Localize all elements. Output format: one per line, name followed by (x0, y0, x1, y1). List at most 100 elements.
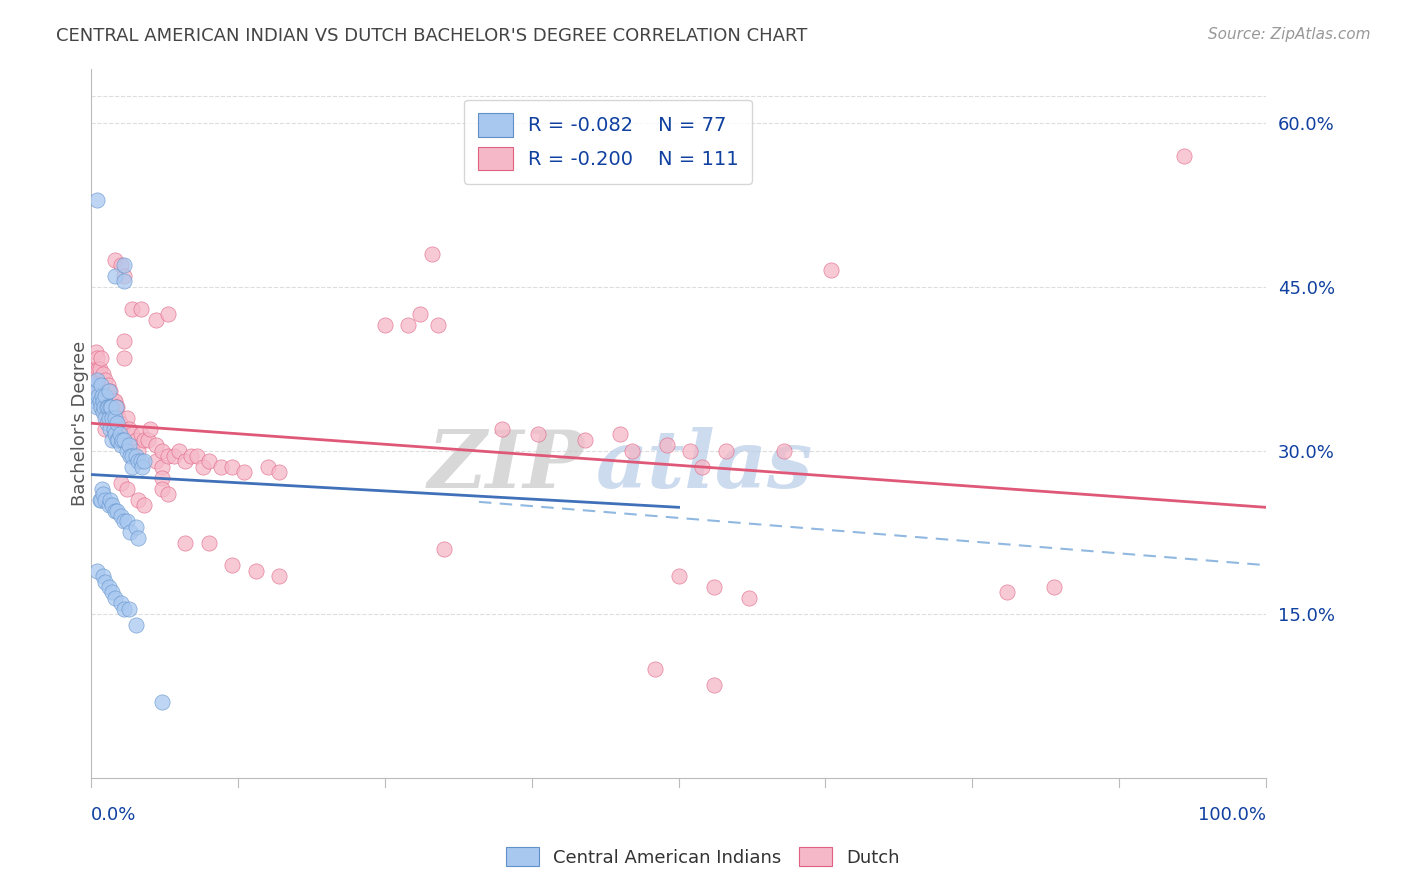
Point (107, 433, 129, 447)
Point (112, 351, 135, 365)
Legend: Central American Indians, Dutch: Central American Indians, Dutch (499, 840, 907, 874)
Point (96, 384, 118, 398)
Point (94, 389, 117, 403)
Point (574, 433, 596, 447)
Point (738, 591, 761, 605)
Point (433, 541, 456, 556)
Point (120, 449, 142, 463)
Point (98, 384, 121, 398)
Point (125, 520, 148, 534)
Point (125, 618, 148, 632)
Point (86, 400, 108, 414)
Point (93, 400, 115, 414)
Point (118, 422, 141, 436)
Legend: R = -0.082    N = 77, R = -0.200    N = 111: R = -0.082 N = 77, R = -0.200 N = 111 (464, 100, 752, 184)
Point (90, 492, 112, 507)
Point (156, 307, 179, 321)
Point (162, 449, 184, 463)
Point (105, 400, 128, 414)
Point (121, 301, 143, 316)
Point (110, 509, 132, 524)
Point (105, 433, 128, 447)
Point (86, 193, 108, 207)
Point (156, 449, 179, 463)
Point (679, 443, 702, 458)
Point (100, 394, 122, 409)
Point (89, 492, 111, 507)
Point (1173, 149, 1195, 163)
Point (105, 400, 128, 414)
Point (115, 515, 138, 529)
Point (150, 695, 173, 709)
Point (703, 678, 725, 692)
Point (609, 427, 631, 442)
Point (90, 400, 112, 414)
Point (121, 459, 143, 474)
Point (91, 405, 114, 419)
Point (101, 410, 124, 425)
Point (398, 318, 420, 332)
Point (89, 394, 111, 409)
Point (94, 422, 117, 436)
Point (104, 591, 127, 605)
Point (100, 400, 122, 414)
Point (115, 410, 138, 425)
Point (644, 662, 666, 676)
Point (112, 268, 135, 283)
Point (86, 351, 108, 365)
Point (94, 410, 117, 425)
Point (94, 373, 117, 387)
Point (112, 602, 135, 616)
Point (121, 443, 143, 458)
Text: 100.0%: 100.0% (1198, 806, 1265, 824)
Point (96, 417, 118, 431)
Point (690, 459, 713, 474)
Point (90, 351, 112, 365)
Point (134, 498, 156, 512)
Point (84, 367, 107, 381)
Point (120, 525, 142, 540)
Point (98, 410, 121, 425)
Point (174, 536, 197, 550)
Point (256, 459, 278, 474)
Point (87, 361, 110, 376)
Point (127, 492, 149, 507)
Point (134, 433, 156, 447)
Point (145, 312, 167, 326)
Point (198, 454, 221, 468)
Point (269, 569, 291, 583)
Point (94, 400, 117, 414)
Point (89, 389, 111, 403)
Point (221, 558, 243, 573)
Point (86, 373, 108, 387)
Point (108, 427, 131, 442)
Point (98, 384, 121, 398)
Point (112, 433, 135, 447)
Point (703, 580, 725, 594)
Point (121, 427, 143, 442)
Point (526, 427, 548, 442)
Point (129, 301, 152, 316)
Point (136, 433, 159, 447)
Point (191, 459, 214, 474)
Point (1043, 580, 1066, 594)
Point (820, 263, 842, 277)
Point (115, 482, 138, 496)
Point (98, 400, 121, 414)
Point (94, 492, 117, 507)
Point (101, 433, 124, 447)
Point (269, 466, 291, 480)
Point (104, 427, 127, 442)
Point (121, 449, 143, 463)
Point (129, 454, 152, 468)
Point (87, 384, 110, 398)
Point (145, 454, 167, 468)
Point (111, 433, 134, 447)
Point (174, 454, 197, 468)
Point (105, 503, 128, 517)
Point (112, 515, 135, 529)
Point (111, 422, 134, 436)
Point (104, 268, 127, 283)
Point (186, 449, 208, 463)
Point (426, 318, 449, 332)
